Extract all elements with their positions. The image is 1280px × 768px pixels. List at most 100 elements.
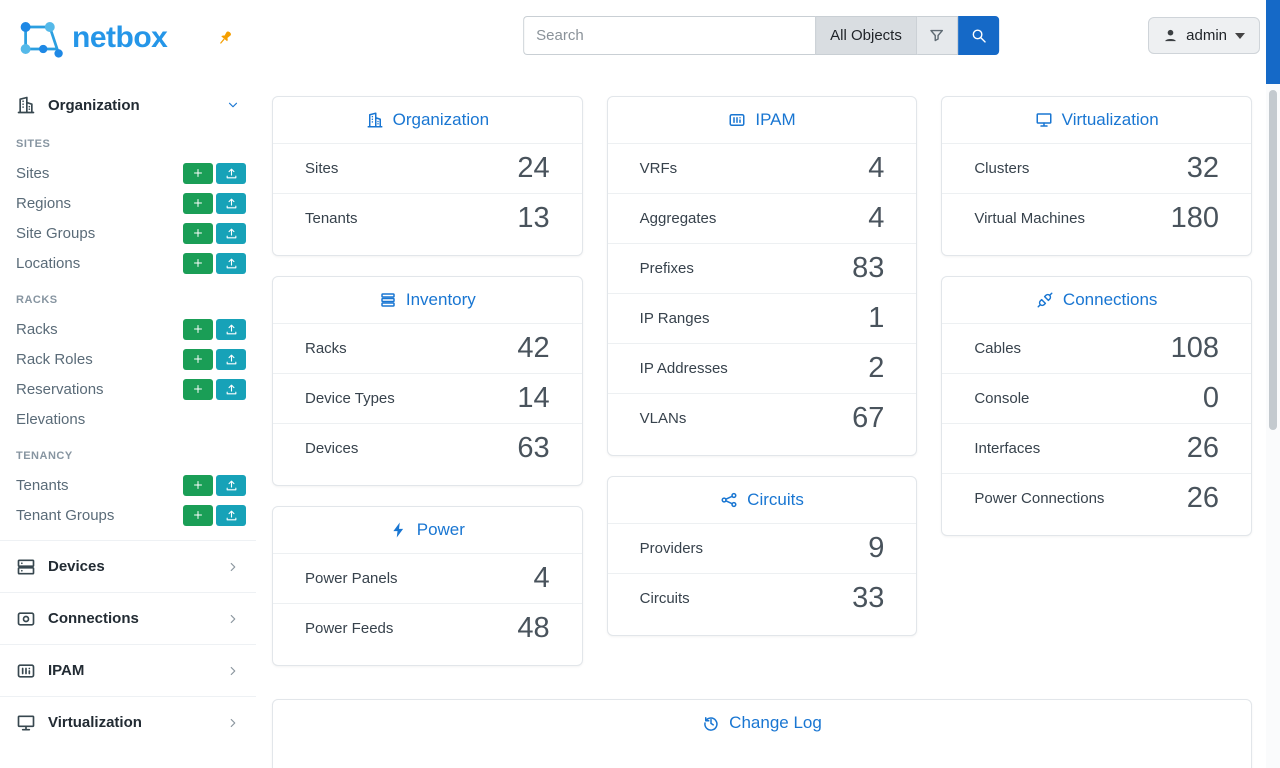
inventory-icon [381, 293, 395, 307]
stat-link[interactable]: Sites [305, 160, 339, 177]
add-button[interactable] [183, 252, 213, 274]
search-scope-button[interactable]: All Objects [815, 16, 917, 55]
sidebar-item-virtualization[interactable]: Virtualization [0, 696, 256, 748]
card-power: Power Power Panels 4 Power Feeds 48 [272, 506, 583, 666]
stat-link[interactable]: Prefixes [639, 260, 694, 277]
pin-icon[interactable] [216, 29, 234, 47]
filter-button[interactable] [916, 16, 958, 55]
sidebar-item-label: Virtualization [48, 714, 142, 731]
stat-link[interactable]: Tenants [305, 210, 358, 227]
sidebar-item-organization[interactable]: Organization [0, 88, 256, 122]
card-title: Circuits [747, 490, 804, 509]
stat-link[interactable]: Aggregates [639, 210, 717, 227]
sidebar-item-regions[interactable]: Regions [16, 194, 72, 212]
stat-row: IP Addresses 2 [607, 343, 917, 393]
sidebar-group-heading: SITES [16, 138, 51, 150]
stat-link[interactable]: Clusters [974, 160, 1030, 177]
sidebar-group-tenancy: TENANCY Tenants Tenant Groups [0, 450, 256, 530]
sidebar-item-site-groups[interactable]: Site Groups [16, 224, 96, 242]
import-button[interactable] [216, 252, 246, 274]
stat-link[interactable]: Power Panels [305, 570, 398, 587]
sidebar-item-elevations[interactable]: Elevations [16, 410, 86, 428]
stat-link[interactable]: Interfaces [974, 440, 1041, 457]
import-button[interactable] [216, 222, 246, 244]
import-button[interactable] [216, 474, 246, 496]
scrollbar-thumb[interactable] [1269, 90, 1277, 430]
stat-value: 4 [533, 562, 550, 594]
import-button[interactable] [216, 378, 246, 400]
sidebar-item-tenant-groups[interactable]: Tenant Groups [16, 506, 115, 524]
stat-value: 32 [1186, 152, 1220, 184]
sidebar-group-heading: RACKS [16, 294, 58, 306]
server-icon [16, 557, 36, 577]
stat-link[interactable]: Devices [305, 440, 359, 457]
sidebar-group-racks: RACKS Racks Rack Roles Reserv [0, 294, 256, 434]
sidebar-row: Tenants [0, 470, 256, 500]
import-button[interactable] [216, 162, 246, 184]
import-button[interactable] [216, 504, 246, 526]
search-button[interactable] [957, 16, 999, 55]
stat-row: Providers 9 [607, 523, 917, 573]
stat-row: IP Ranges 1 [607, 293, 917, 343]
stat-link[interactable]: Providers [639, 540, 704, 557]
import-button[interactable] [216, 192, 246, 214]
stat-link[interactable]: Circuits [639, 590, 690, 607]
sidebar-item-racks[interactable]: Racks [16, 320, 58, 338]
caret-down-icon [1235, 32, 1245, 39]
sidebar-nav: Organization SITES Sites Regions [0, 88, 256, 748]
card-title: Power [416, 520, 465, 539]
sidebar-item-label: IPAM [48, 662, 85, 679]
user-menu-button[interactable]: admin [1148, 17, 1260, 54]
stat-link[interactable]: Power Connections [974, 490, 1105, 507]
sidebar-item-reservations[interactable]: Reservations [16, 380, 104, 398]
card-header: Connections [942, 277, 1251, 323]
stat-link[interactable]: Virtual Machines [974, 210, 1085, 227]
card-ipam: IPAM VRFs 4 Aggregates 4 Prefixes 83 [606, 96, 918, 456]
netbox-logo-link[interactable]: netbox [14, 16, 168, 60]
sidebar-item-locations[interactable]: Locations [16, 254, 81, 272]
main-content: All Objects admin Organiz [256, 0, 1266, 768]
add-button[interactable] [183, 222, 213, 244]
stat-value: 83 [852, 252, 885, 284]
import-button[interactable] [216, 348, 246, 370]
sidebar-item-sites[interactable]: Sites [16, 164, 50, 182]
stat-value: 26 [1186, 432, 1220, 464]
add-button[interactable] [183, 474, 213, 496]
sidebar-item-label: Devices [48, 558, 105, 575]
add-button[interactable] [183, 318, 213, 340]
card-circuits: Circuits Providers 9 Circuits 33 [606, 476, 918, 636]
stat-link[interactable]: Racks [305, 340, 347, 357]
brand-row: netbox [0, 0, 256, 62]
add-button[interactable] [183, 192, 213, 214]
add-button[interactable] [183, 504, 213, 526]
search-input[interactable] [523, 16, 816, 55]
sidebar-item-connections[interactable]: Connections [0, 592, 256, 644]
card-title: Change Log [729, 713, 822, 732]
stat-row: Devices 63 [273, 423, 582, 473]
sidebar-item-tenants[interactable]: Tenants [16, 476, 69, 494]
add-button[interactable] [183, 348, 213, 370]
card-connections: Connections Cables 108 Console 0 Interfa… [941, 276, 1253, 536]
stat-row: Tenants 13 [273, 193, 582, 243]
stat-value: 4 [868, 202, 885, 234]
add-button[interactable] [183, 378, 213, 400]
stat-link[interactable]: VRFs [639, 160, 678, 177]
stat-link[interactable]: IP Ranges [639, 310, 710, 327]
import-button[interactable] [216, 318, 246, 340]
stat-link[interactable]: Device Types [305, 390, 395, 407]
sidebar-item-devices[interactable]: Devices [0, 540, 256, 592]
stat-link[interactable]: IP Addresses [639, 360, 728, 377]
share-nodes-icon [721, 492, 737, 508]
sidebar-item-ipam[interactable]: IPAM [0, 644, 256, 696]
stat-link[interactable]: VLANs [639, 410, 687, 427]
stat-link[interactable]: Power Feeds [305, 620, 394, 637]
stat-link[interactable]: Cables [974, 340, 1022, 357]
sidebar-item-rack-roles[interactable]: Rack Roles [16, 350, 93, 368]
stat-link[interactable]: Console [974, 390, 1030, 407]
dashboard-grid: Organization Sites 24 Tenants 13 Invento… [256, 96, 1266, 686]
sidebar-row: Rack Roles [0, 344, 256, 374]
search-icon [972, 29, 986, 43]
stat-row: VLANs 67 [607, 393, 917, 443]
add-button[interactable] [183, 162, 213, 184]
stat-row: Console 0 [942, 373, 1252, 423]
